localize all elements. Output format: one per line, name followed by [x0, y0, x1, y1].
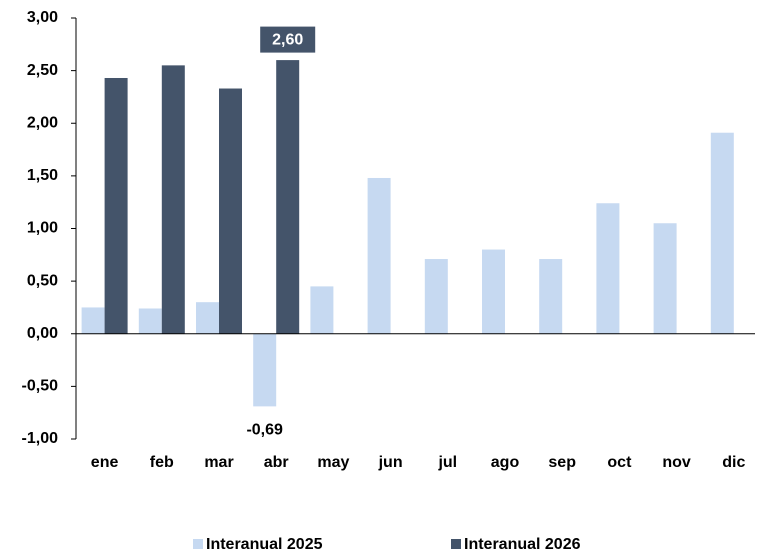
bar	[367, 177, 391, 334]
y-tick-label: 2,50	[27, 62, 58, 79]
x-tick-label: mar	[204, 454, 233, 471]
y-tick-label: -1,00	[22, 430, 59, 447]
value-label: -0,69	[246, 422, 283, 439]
bar	[424, 259, 448, 334]
value-label-box	[259, 25, 317, 54]
x-tick-label: ago	[491, 454, 520, 471]
bar	[138, 308, 162, 334]
bar	[81, 307, 105, 334]
x-tick-label: sep	[548, 454, 576, 471]
x-tick-label: feb	[150, 454, 174, 471]
x-tick-label: oct	[607, 454, 632, 471]
y-tick-label: 1,00	[27, 220, 58, 237]
bar	[710, 132, 734, 334]
legend-swatch	[451, 539, 461, 549]
bar	[310, 286, 334, 334]
x-tick-label: dic	[722, 454, 745, 471]
x-tick-label: abr	[264, 454, 289, 471]
bar	[539, 259, 563, 334]
y-tick-label: 3,00	[27, 9, 58, 26]
x-tick-label: jul	[437, 454, 457, 471]
bar	[196, 302, 219, 334]
bar	[253, 333, 277, 407]
bar	[482, 249, 505, 334]
y-tick-label: 0,00	[27, 325, 58, 342]
legend-label: Interanual 2025	[206, 536, 323, 552]
bar	[219, 88, 242, 334]
y-tick-label: 1,50	[27, 167, 58, 184]
y-tick-label: 2,00	[27, 114, 58, 131]
y-tick-label: 0,50	[27, 272, 58, 289]
legend-swatch	[193, 539, 203, 549]
x-tick-label: may	[317, 454, 349, 471]
bar	[653, 223, 677, 334]
bar	[276, 60, 300, 334]
x-tick-label: ene	[91, 454, 119, 471]
legend-label: Interanual 2026	[464, 536, 581, 552]
x-tick-label: nov	[662, 454, 691, 471]
bar	[104, 77, 128, 334]
bar	[161, 65, 185, 334]
y-tick-label: -0,50	[22, 378, 59, 395]
bar	[596, 203, 620, 334]
x-tick-label: jun	[378, 454, 403, 471]
value-label: 2,60	[272, 31, 303, 48]
